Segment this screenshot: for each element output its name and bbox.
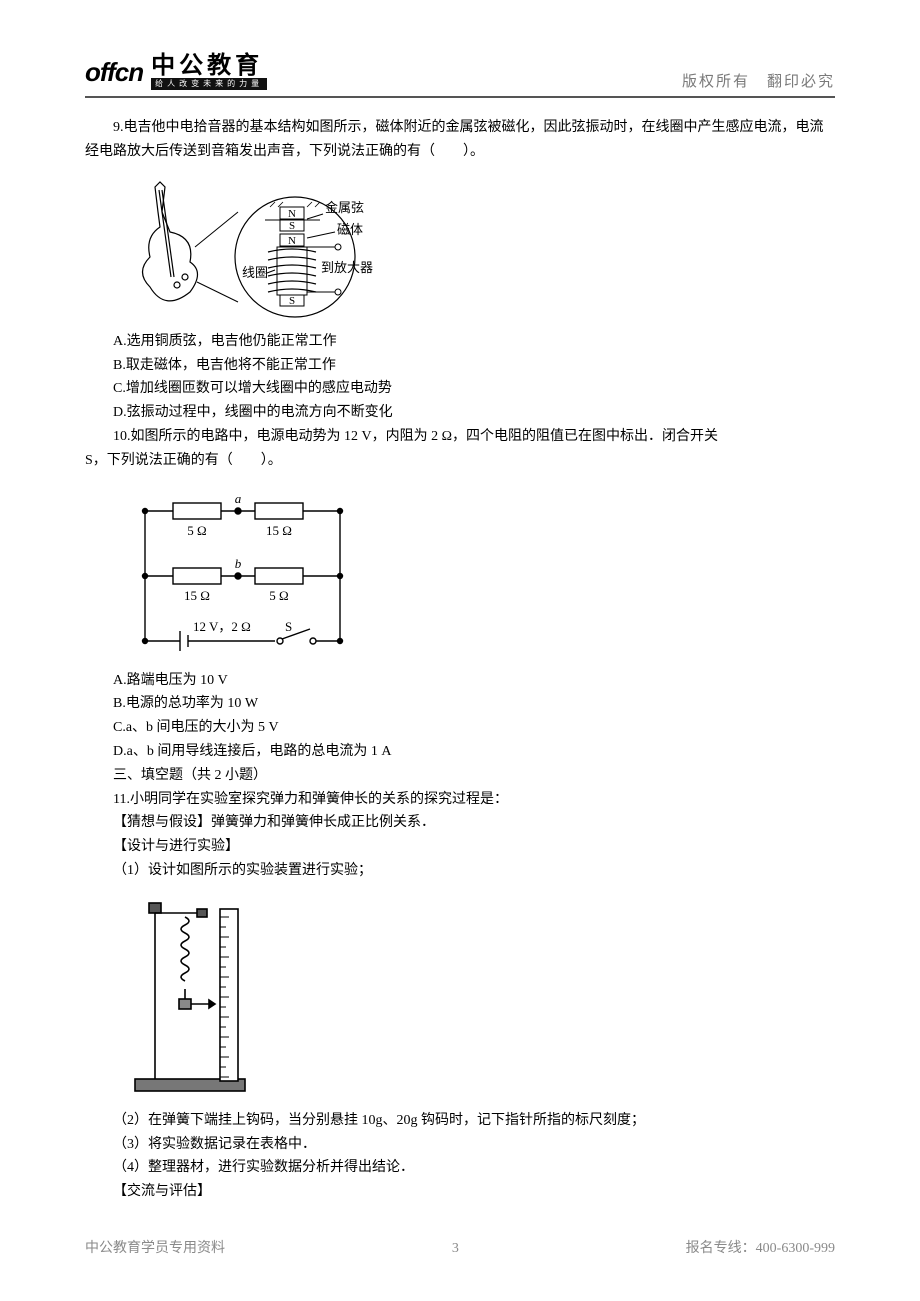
q10-a: a: [235, 491, 242, 506]
q9-optB: B.取走磁体，电吉他将不能正常工作: [85, 354, 835, 378]
q9-figure: N S N: [125, 172, 835, 322]
logo-cn-sub: 给人改变未来的力量: [151, 78, 267, 90]
q10-stem: 10.如图所示的电路中，电源电动势为 12 V，内阻为 2 Ω，四个电阻的阻值已…: [85, 425, 835, 449]
q10-S: S: [285, 619, 292, 634]
q10-r3: 15 Ω: [184, 588, 210, 603]
q11-line6: （3）将实验数据记录在表格中．: [85, 1133, 835, 1157]
page-footer: 中公教育学员专用资料 3 报名专线：400-6300-999: [85, 1237, 835, 1261]
q9-S1: S: [289, 220, 295, 232]
logo: offcn 中公教育 给人改变未来的力量: [85, 50, 267, 94]
q10-emf: 12 V，2 Ω: [193, 619, 251, 634]
q10-r2: 15 Ω: [266, 523, 292, 538]
q10-r4: 5 Ω: [269, 588, 288, 603]
q11-line8: 【交流与评估】: [85, 1180, 835, 1204]
q11-line2: 【猜想与假设】弹簧弹力和弹簧伸长成正比例关系．: [85, 811, 835, 835]
section3-title: 三、填空题（共 2 小题）: [85, 764, 835, 788]
q11-line1: 11.小明同学在实验室探究弹力和弹簧伸长的关系的探究过程是：: [85, 788, 835, 812]
q10-optA: A.路端电压为 10 V: [85, 669, 835, 693]
q9-lbl-magnet: 磁体: [337, 222, 363, 237]
header-copyright: 版权所有 翻印必究: [682, 69, 835, 95]
q9-optD: D.弦振动过程中，线圈中的电流方向不断变化: [85, 401, 835, 425]
content: 9.电吉他中电拾音器的基本结构如图所示，磁体附近的金属弦被磁化，因此弦振动时，在…: [85, 116, 835, 1204]
q9-optC: C.增加线圈匝数可以增大线圈中的感应电动势: [85, 377, 835, 401]
q10-r1: 5 Ω: [187, 523, 206, 538]
q9-N2: N: [288, 235, 296, 247]
logo-en: offcn: [85, 50, 143, 94]
q10-optC: C.a、b 间电压的大小为 5 V: [85, 716, 835, 740]
q9-lbl-coil: 线圈: [242, 265, 268, 280]
q9-optA: A.选用铜质弦，电吉他仍能正常工作: [85, 330, 835, 354]
footer-right: 报名专线：400-6300-999: [686, 1237, 835, 1261]
q10-optB: B.电源的总功率为 10 W: [85, 692, 835, 716]
q9-S2: S: [289, 295, 295, 307]
q9-lbl-string: 金属弦: [325, 200, 364, 215]
q9-N1: N: [288, 208, 296, 220]
logo-cn-main: 中公教育: [151, 54, 267, 78]
q10-b: b: [235, 556, 242, 571]
q10-stem2: S，下列说法正确的有（ ）。: [85, 449, 835, 473]
page-header: offcn 中公教育 给人改变未来的力量 版权所有 翻印必究: [85, 50, 835, 98]
q9-lbl-amp: 到放大器: [321, 260, 373, 275]
q10-figure: a 5 Ω 15 Ω b 15 Ω 5 Ω 12 V，2 Ω S: [125, 481, 835, 661]
q11-line5: （2）在弹簧下端挂上钩码，当分别悬挂 10g、20g 钩码时，记下指针所指的标尺…: [85, 1109, 835, 1133]
footer-left: 中公教育学员专用资料: [85, 1237, 225, 1261]
q11-line4: （1）设计如图所示的实验装置进行实验；: [85, 859, 835, 883]
q11-figure: [125, 891, 835, 1101]
q11-line7: （4）整理器材，进行实验数据分析并得出结论．: [85, 1156, 835, 1180]
q10-optD: D.a、b 间用导线连接后，电路的总电流为 1 A: [85, 740, 835, 764]
q9-stem: 9.电吉他中电拾音器的基本结构如图所示，磁体附近的金属弦被磁化，因此弦振动时，在…: [85, 116, 835, 164]
q11-line3: 【设计与进行实验】: [85, 835, 835, 859]
footer-page: 3: [452, 1237, 459, 1261]
